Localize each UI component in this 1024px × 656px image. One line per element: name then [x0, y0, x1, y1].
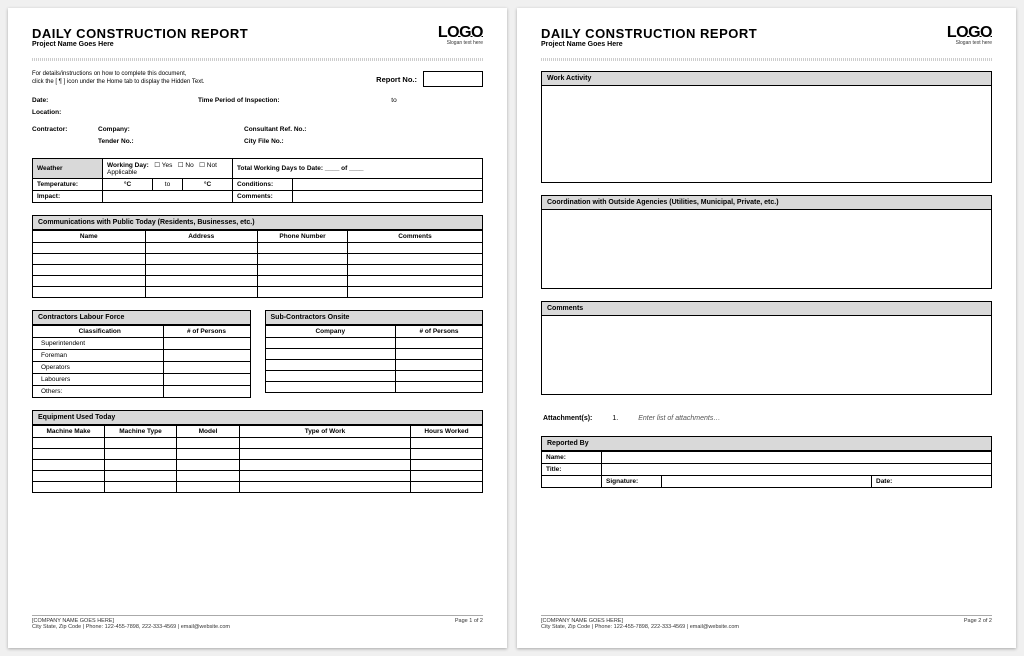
work-activity-area[interactable] — [542, 86, 991, 182]
comments-section: Comments — [541, 301, 992, 395]
project-name: Project Name Goes Here — [32, 41, 248, 48]
report-no: Report No.: — [376, 71, 483, 87]
reported-by-section: Reported By Name: Title: Signature: Date… — [541, 436, 992, 488]
labour-section: Contractors Labour Force Classification … — [32, 310, 251, 398]
logo: LOGO Slogan text here — [947, 26, 992, 46]
equipment-section: Equipment Used Today Machine Make Machin… — [32, 410, 483, 493]
footer-2: [COMPANY NAME GOES HERE] City State, Zip… — [541, 615, 992, 630]
instructions: For details/instructions on how to compl… — [32, 71, 205, 87]
subcontractors-section: Sub-Contractors Onsite Company # of Pers… — [265, 310, 484, 398]
doc-title: DAILY CONSTRUCTION REPORT — [32, 26, 248, 41]
separator — [541, 58, 992, 61]
doc-title: DAILY CONSTRUCTION REPORT — [541, 26, 757, 41]
separator — [32, 58, 483, 61]
work-activity-section: Work Activity — [541, 71, 992, 183]
comments-area[interactable] — [542, 316, 991, 394]
coordination-area[interactable] — [542, 210, 991, 288]
fields-block: Date: Time Period of Inspection: to Loca… — [32, 95, 483, 148]
page-1: DAILY CONSTRUCTION REPORT Project Name G… — [8, 8, 507, 648]
coordination-section: Coordination with Outside Agencies (Util… — [541, 195, 992, 289]
weather-section: Weather Working Day: ☐ Yes ☐ No ☐ Not Ap… — [32, 158, 483, 203]
communications-section: Communications with Public Today (Reside… — [32, 215, 483, 298]
footer-1: [COMPANY NAME GOES HERE] City State, Zip… — [32, 615, 483, 630]
header-2: DAILY CONSTRUCTION REPORT Project Name G… — [541, 26, 992, 48]
project-name: Project Name Goes Here — [541, 41, 757, 48]
logo: LOGO Slogan text here — [438, 26, 483, 46]
page-2: DAILY CONSTRUCTION REPORT Project Name G… — [517, 8, 1016, 648]
report-no-input[interactable] — [423, 71, 483, 87]
attachments-row: Attachment(s): 1. Enter list of attachme… — [543, 415, 990, 422]
header: DAILY CONSTRUCTION REPORT Project Name G… — [32, 26, 483, 48]
